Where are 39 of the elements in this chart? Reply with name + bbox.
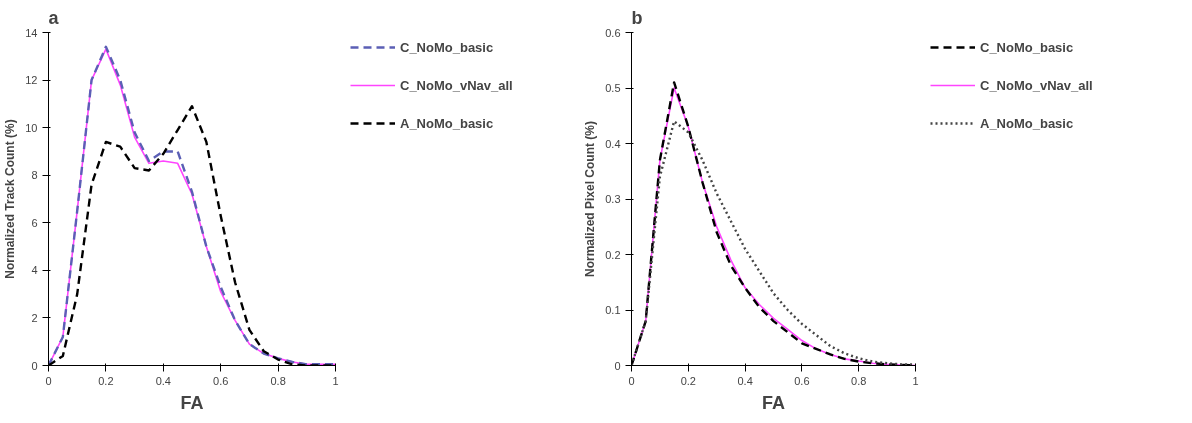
y-tick-label: 0.5	[605, 82, 621, 94]
y-tick-label: 8	[31, 169, 38, 182]
legend-label: A_NoMo_basic	[400, 115, 495, 131]
y-tick-label: 10	[25, 121, 38, 134]
x-tick-label: 0.8	[270, 374, 286, 387]
y-tick-label: 0.3	[605, 193, 621, 205]
y-tick-label: 2	[31, 311, 38, 324]
x-tick-label: 0.4	[155, 374, 171, 387]
y-axis-title: Normalized Pixel Count (%)	[583, 120, 598, 278]
x-tick-label: 0	[45, 374, 52, 387]
y-tick-label: 14	[25, 26, 38, 39]
x-tick-label: 0.6	[213, 374, 229, 387]
x-tick-label: 0	[628, 374, 635, 387]
x-tick-label: 0.4	[737, 374, 753, 387]
x-axis-title: FA	[180, 392, 204, 413]
chart-title: a	[48, 7, 60, 28]
legend-label: A_NoMo_basic	[980, 115, 1075, 131]
x-tick-label: 1	[332, 374, 339, 387]
legend-label: C_NoMo_basic	[980, 39, 1075, 55]
x-tick-label: 0.8	[851, 374, 867, 387]
y-tick-label: 6	[31, 216, 38, 229]
x-tick-label: 0.2	[680, 374, 696, 387]
y-tick-label: 0	[31, 359, 38, 372]
chart-title: b	[631, 7, 643, 28]
legend-label: C_NoMo_vNav_all	[980, 77, 1094, 93]
y-tick-label: 0	[614, 359, 621, 372]
y-tick-label: 4	[31, 264, 38, 277]
y-tick-label: 0.2	[605, 248, 621, 261]
legend-label: C_NoMo_vNav_all	[400, 77, 514, 93]
x-axis-title: FA	[762, 392, 786, 413]
y-axis-title: Normalized Track Count (%)	[3, 119, 18, 279]
x-tick-label: 1	[912, 374, 919, 387]
y-tick-label: 0.6	[605, 26, 621, 39]
x-tick-label: 0.6	[794, 374, 810, 387]
y-tick-label: 0.4	[605, 137, 621, 150]
x-tick-label: 0.2	[98, 374, 114, 387]
legend-label: C_NoMo_basic	[400, 39, 495, 55]
y-tick-label: 0.1	[605, 304, 621, 316]
y-tick-label: 12	[25, 74, 38, 87]
